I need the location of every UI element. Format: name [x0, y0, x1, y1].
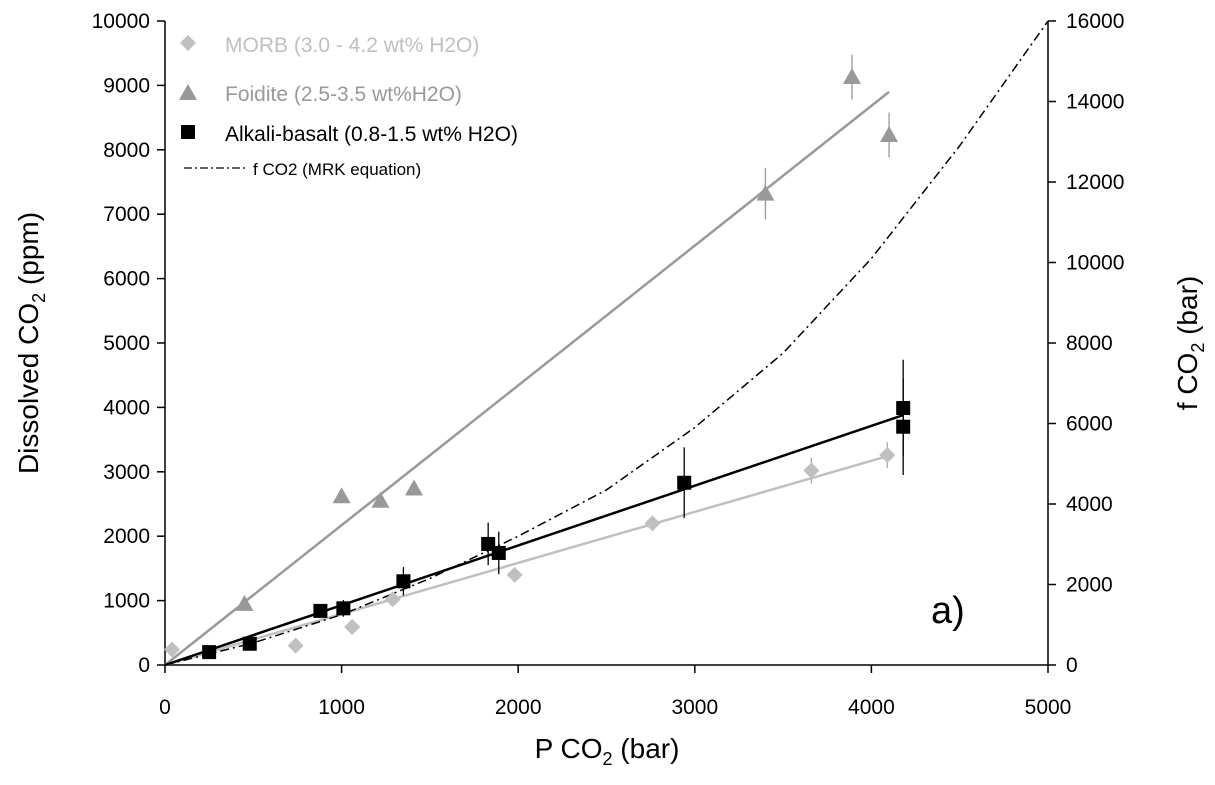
- morb-point: [344, 619, 361, 636]
- foidite-point: [756, 184, 775, 201]
- fit-line-series-2: [164, 413, 904, 667]
- foidite-point: [235, 594, 254, 611]
- alkali-basalt-point: [491, 545, 506, 560]
- y-axis-label: Dissolved CO2 (ppm): [13, 212, 49, 474]
- legend-label-alkali: Alkali-basalt (0.8-1.5 wt% H2O): [225, 123, 518, 146]
- y2-tick-label: 0: [1066, 654, 1078, 677]
- x-tick-label: 0: [159, 696, 171, 719]
- y2-tick-label: 10000: [1066, 252, 1124, 275]
- foidite-point: [332, 487, 351, 504]
- y2-axis-label: f CO2 (bar): [1172, 276, 1208, 410]
- foidite-point: [371, 491, 390, 508]
- y-tick-label: 6000: [103, 268, 150, 291]
- legend-label-foidite: Foidite (2.5-3.5 wt%H2O): [225, 83, 462, 106]
- morb-point: [384, 591, 401, 608]
- y2-tick-label: 14000: [1066, 91, 1124, 114]
- y-tick-label: 0: [138, 654, 150, 677]
- legend-marker-foidite: [179, 84, 197, 100]
- data-points: [164, 68, 911, 660]
- x-tick-label: 4000: [848, 696, 895, 719]
- legend-label-morb: MORB (3.0 - 4.2 wt% H2O): [225, 34, 479, 57]
- x-axis-label: P CO2 (bar): [535, 733, 680, 769]
- y-tick-label: 1000: [103, 590, 150, 613]
- fit-line-series-1: [164, 90, 890, 666]
- fco2-curve: [164, 20, 1049, 666]
- alkali-basalt-point: [677, 475, 692, 490]
- axis-ticks: 0 1000 2000 3000 4000 5000 0 1000 2000 3000 4000 50…: [92, 10, 1125, 719]
- morb-point: [644, 515, 661, 532]
- morb-point: [164, 641, 181, 658]
- legend-label-fco2: f CO2 (MRK equation): [253, 160, 421, 179]
- y2-tick-label: 12000: [1066, 171, 1124, 194]
- y2-tick-label: 16000: [1066, 10, 1124, 33]
- foidite-point: [880, 125, 899, 142]
- morb-point: [287, 637, 304, 654]
- alkali-basalt-point: [396, 574, 411, 589]
- y-tick-label: 5000: [103, 332, 150, 355]
- y-tick-label: 7000: [103, 203, 150, 226]
- alkali-basalt-point: [202, 645, 217, 660]
- y-tick-label: 2000: [103, 525, 150, 548]
- x-tick-label: 2000: [495, 696, 542, 719]
- alkali-basalt-point: [481, 536, 496, 551]
- panel-label: a): [931, 590, 965, 632]
- y2-tick-label: 4000: [1066, 493, 1113, 516]
- legend-marker-morb: [180, 35, 196, 51]
- y-tick-label: 4000: [103, 396, 150, 419]
- y-tick-label: 3000: [103, 461, 150, 484]
- alkali-basalt-point: [896, 419, 911, 434]
- morb-point: [803, 462, 820, 479]
- y2-tick-label: 6000: [1066, 413, 1113, 436]
- fit-lines: [164, 90, 904, 667]
- x-tick-label: 1000: [318, 696, 365, 719]
- fugacity-curve-group: [164, 20, 1049, 666]
- y2-tick-label: 2000: [1066, 574, 1113, 597]
- foidite-point: [842, 68, 861, 85]
- morb-point: [879, 447, 896, 464]
- alkali-basalt-point: [313, 603, 328, 618]
- plot-area: [164, 21, 1049, 666]
- y-tick-label: 8000: [103, 139, 150, 162]
- alkali-basalt-point: [242, 636, 257, 651]
- alkali-basalt-point: [336, 601, 351, 616]
- y-tick-label: 10000: [92, 10, 150, 33]
- x-tick-label: 3000: [671, 696, 718, 719]
- legend-marker-alkali: [181, 125, 195, 139]
- alkali-basalt-point: [896, 401, 911, 416]
- morb-point: [506, 566, 523, 583]
- y2-tick-label: 8000: [1066, 332, 1113, 355]
- fit-line-series-0: [164, 454, 890, 667]
- x-tick-label: 5000: [1025, 696, 1072, 719]
- y-tick-label: 9000: [103, 74, 150, 97]
- foidite-point: [405, 479, 424, 496]
- legend: MORB (3.0 - 4.2 wt% H2O) Foidite (2.5-3.…: [179, 34, 518, 179]
